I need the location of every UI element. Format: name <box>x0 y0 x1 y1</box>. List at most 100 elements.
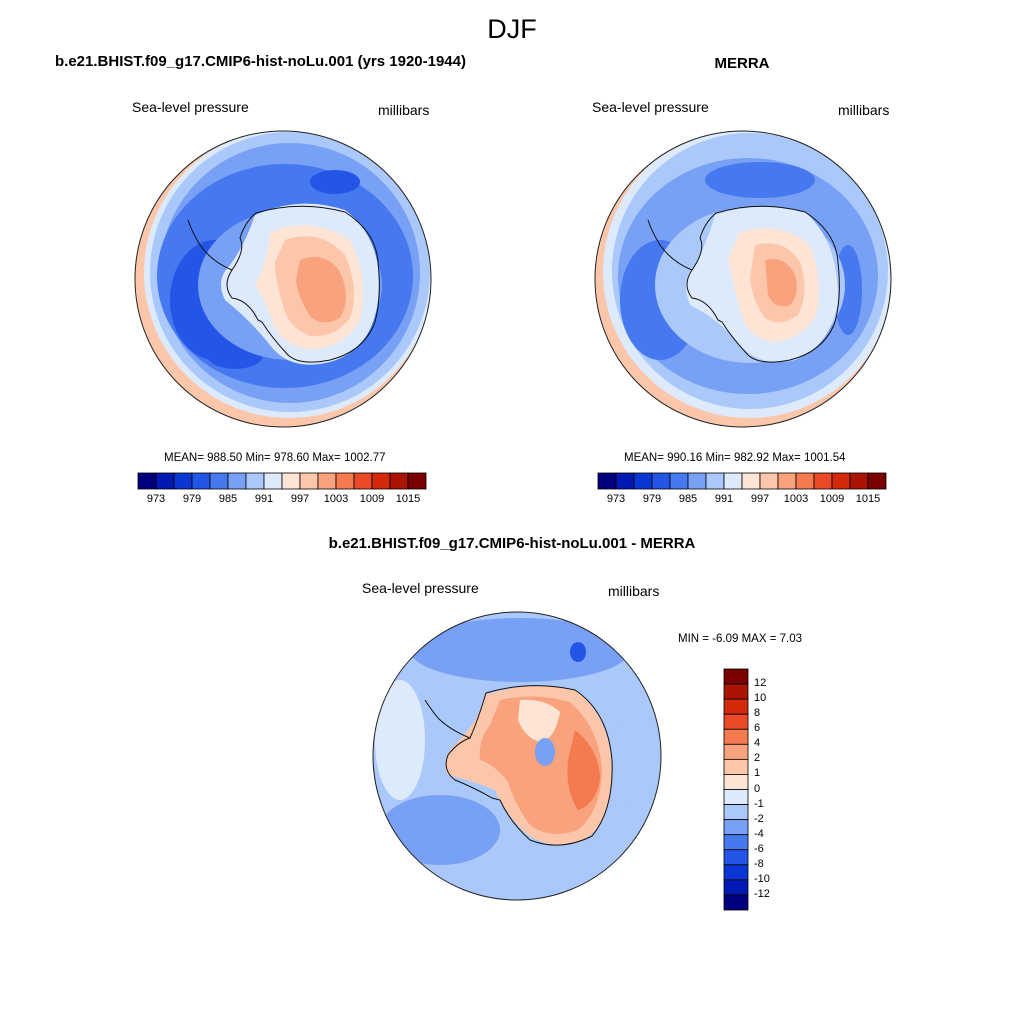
panel-3-colorbar-box <box>723 864 749 881</box>
panel-3-colorbar-box <box>723 728 749 745</box>
panel-2-colorbar-tick-label: 997 <box>750 493 770 505</box>
panel-1-colorbar-box <box>407 472 427 490</box>
panel-2-colorbar-box <box>597 472 617 490</box>
panel-3-colorbar-box <box>723 894 749 911</box>
panel-3-colorbar-tick-label: -1 <box>754 797 764 810</box>
panel-1-map <box>135 131 431 427</box>
panel-1-coastline <box>226 205 380 363</box>
panel-1-colorbar-box <box>137 472 157 490</box>
panel-1-colorbar-tick-label: 973 <box>146 493 166 505</box>
panel-3-colorbar-tick-label: -12 <box>754 887 770 900</box>
panel-3-low-southwest <box>380 795 500 865</box>
panel-2-colorbar-box <box>777 472 797 490</box>
panel-2-colorbar-box <box>651 472 671 490</box>
panel-1-colorbar-box <box>209 472 229 490</box>
panel-2-map <box>595 131 891 427</box>
panel-3-map-border <box>372 611 662 901</box>
panel-1-colorbar-tick-label: 1009 <box>359 493 385 505</box>
panel-3-colorbar-tick-label: -6 <box>754 842 764 855</box>
panel-3-colorbar-box <box>723 743 749 760</box>
panel-1-colorbar-box <box>299 472 319 490</box>
panel-1-colorbar-tick-label: 985 <box>218 493 238 505</box>
panel-2-colorbar-tick-label: 1009 <box>819 493 845 505</box>
panel-1-colorbar-box <box>317 472 337 490</box>
panel-3-colorbar-tick-label: 12 <box>754 677 767 690</box>
panel-3-colorbar-box <box>723 849 749 866</box>
panel-2-title: MERRA <box>714 55 770 72</box>
panel-1-colorbar-box <box>155 472 175 490</box>
panel-3-coastline <box>445 685 613 846</box>
panel-1-colorbar-box <box>335 472 355 490</box>
panel-3-colorbar <box>723 668 749 911</box>
panel-1-colorbar <box>137 472 427 490</box>
panel-3-colorbar-box <box>723 834 749 851</box>
panel-1-colorbar-box <box>191 472 211 490</box>
panel-2-colorbar-box <box>831 472 851 490</box>
panel-3-colorbar-box <box>723 819 749 836</box>
panel-2-coastline <box>686 205 840 363</box>
panel-2-colorbar-box <box>723 472 743 490</box>
panel-2-units-label: millibars <box>838 102 890 118</box>
panel-3-colorbar-box <box>723 789 749 805</box>
panel-3-colorbar-tick-label: -8 <box>754 857 764 870</box>
panel-1-colorbar-tick-label: 991 <box>254 493 274 505</box>
panel-3-colorbar-box <box>723 698 749 715</box>
panel-2-colorbar-box <box>813 472 833 490</box>
panel-3-colorbar-box <box>723 879 749 896</box>
panel-2-colorbar-tick-label: 1015 <box>855 493 881 505</box>
panel-2-colorbar-box <box>687 472 707 490</box>
panel-1-colorbar-tick-label: 1015 <box>395 493 421 505</box>
panel-3-colorbar-box <box>723 774 749 790</box>
panel-3-stats: MIN = -6.09 MAX = 7.03 <box>678 633 803 645</box>
panel-1-stats: MEAN= 988.50 Min= 978.60 Max= 1002.77 <box>164 452 386 464</box>
panel-3-map <box>373 612 661 900</box>
panel-2-variable-label: Sea-level pressure <box>592 99 709 115</box>
panel-1-colorbar-tick-label: 1003 <box>323 493 349 505</box>
panel-3-colorbar-box <box>723 713 749 730</box>
panel-3-colorbar-tick-label: 6 <box>754 722 761 735</box>
panel-2-colorbar <box>597 472 887 490</box>
panel-2-colorbar-box <box>867 472 887 490</box>
panel-2-colorbar-tick-label: 1003 <box>783 493 809 505</box>
panel-3-colorbar-tick-label: -4 <box>754 827 764 840</box>
panel-1-map-border <box>134 130 432 428</box>
panel-2-stats: MEAN= 990.16 Min= 982.92 Max= 1001.54 <box>624 452 846 464</box>
panel-2-colorbar-tick-label: 973 <box>606 493 626 505</box>
panel-3-peninsula-coastline <box>424 699 471 739</box>
panel-3-variable-label: Sea-level pressure <box>362 580 479 596</box>
panel-2-peninsula-coastline <box>647 219 693 271</box>
panel-3-colorbar-tick-label: 2 <box>754 752 761 765</box>
panel-1-title: b.e21.BHIST.f09_g17.CMIP6-hist-noLu.001 … <box>55 53 466 70</box>
figure-title: DJF <box>487 14 537 44</box>
panel-2-colorbar-tick-label: 991 <box>714 493 734 505</box>
panel-2-map-border <box>594 130 892 428</box>
panel-3-colorbar-box <box>723 758 749 775</box>
panel-2-colorbar-box <box>615 472 635 490</box>
panel-1-colorbar-box <box>281 472 301 490</box>
panel-1-colorbar-box <box>371 472 391 490</box>
panel-1-colorbar-tick-label: 997 <box>290 493 310 505</box>
panel-1-colorbar-box <box>353 472 373 490</box>
panel-3-colorbar-box <box>723 804 749 821</box>
panel-2-colorbar-box <box>633 472 653 490</box>
panel-2-colorbar-box <box>669 472 689 490</box>
panel-3-colorbar-tick-label: 1 <box>754 767 761 780</box>
panel-3-colorbar-tick-label: 10 <box>754 692 767 705</box>
panel-3-colorbar-tick-label: 4 <box>754 737 761 750</box>
panel-3-colorbar-tick-label: -2 <box>754 812 764 825</box>
panel-2-colorbar-box <box>759 472 779 490</box>
panel-2-colorbar-box <box>741 472 761 490</box>
panel-2-colorbar-tick-label: 979 <box>642 493 662 505</box>
panel-1-units-label: millibars <box>378 102 430 118</box>
panel-3-colorbar-box <box>723 683 749 700</box>
panel-1-colorbar-box <box>245 472 265 490</box>
panel-1-colorbar-tick-label: 979 <box>182 493 202 505</box>
panel-1-colorbar-box <box>173 472 193 490</box>
panel-3-colorbar-tick-label: 0 <box>754 782 761 795</box>
panel-2-colorbar-box <box>795 472 815 490</box>
panel-1-peninsula-coastline <box>187 219 233 271</box>
panel-1-colorbar-box <box>389 472 409 490</box>
panel-3-colorbar-box <box>723 668 749 685</box>
panel-3-colorbar-tick-label: 8 <box>754 707 761 720</box>
